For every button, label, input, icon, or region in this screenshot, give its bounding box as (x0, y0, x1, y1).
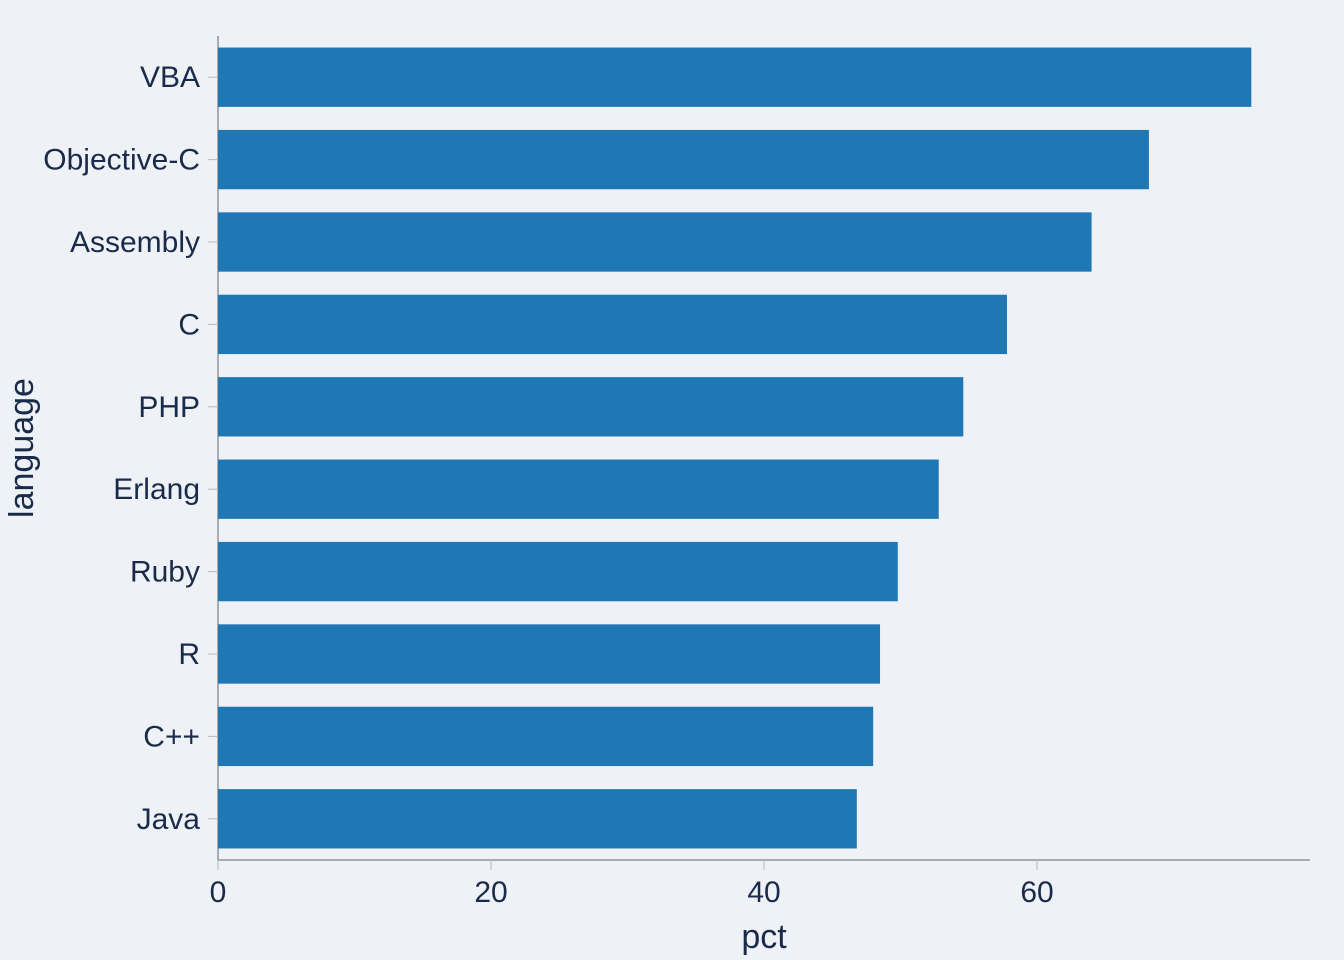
bar (218, 48, 1251, 107)
y-tick-label: C (178, 308, 200, 341)
y-tick-label: Ruby (130, 556, 200, 589)
y-tick-label: Erlang (113, 473, 200, 506)
chart-container: 0 20 40 60 pct VBA Objective-C Assembly C PHP Erla… (0, 0, 1344, 960)
x-tick-label: 20 (474, 876, 507, 909)
y-tick-label: Java (137, 803, 201, 836)
bar (218, 460, 939, 519)
y-axis-title: language (3, 378, 41, 518)
y-tick-label: C++ (143, 720, 200, 753)
y-tick-label: VBA (140, 61, 200, 94)
y-tick-label: R (178, 638, 200, 671)
bar (218, 789, 857, 848)
bar (218, 212, 1092, 271)
x-tick-label: 0 (210, 876, 227, 909)
bar (218, 377, 963, 436)
y-tick-label: Objective-C (43, 144, 200, 177)
bar (218, 707, 873, 766)
bar (218, 295, 1007, 354)
bar (218, 542, 898, 601)
x-axis-title: pct (741, 918, 787, 956)
y-tick-label: PHP (138, 391, 200, 424)
bar (218, 130, 1149, 189)
x-tick-label: 60 (1020, 876, 1053, 909)
x-tick-label: 40 (747, 876, 780, 909)
bar (218, 624, 880, 683)
bar-chart: 0 20 40 60 pct VBA Objective-C Assembly C PHP Erla… (0, 0, 1344, 960)
y-tick-label: Assembly (70, 226, 200, 259)
